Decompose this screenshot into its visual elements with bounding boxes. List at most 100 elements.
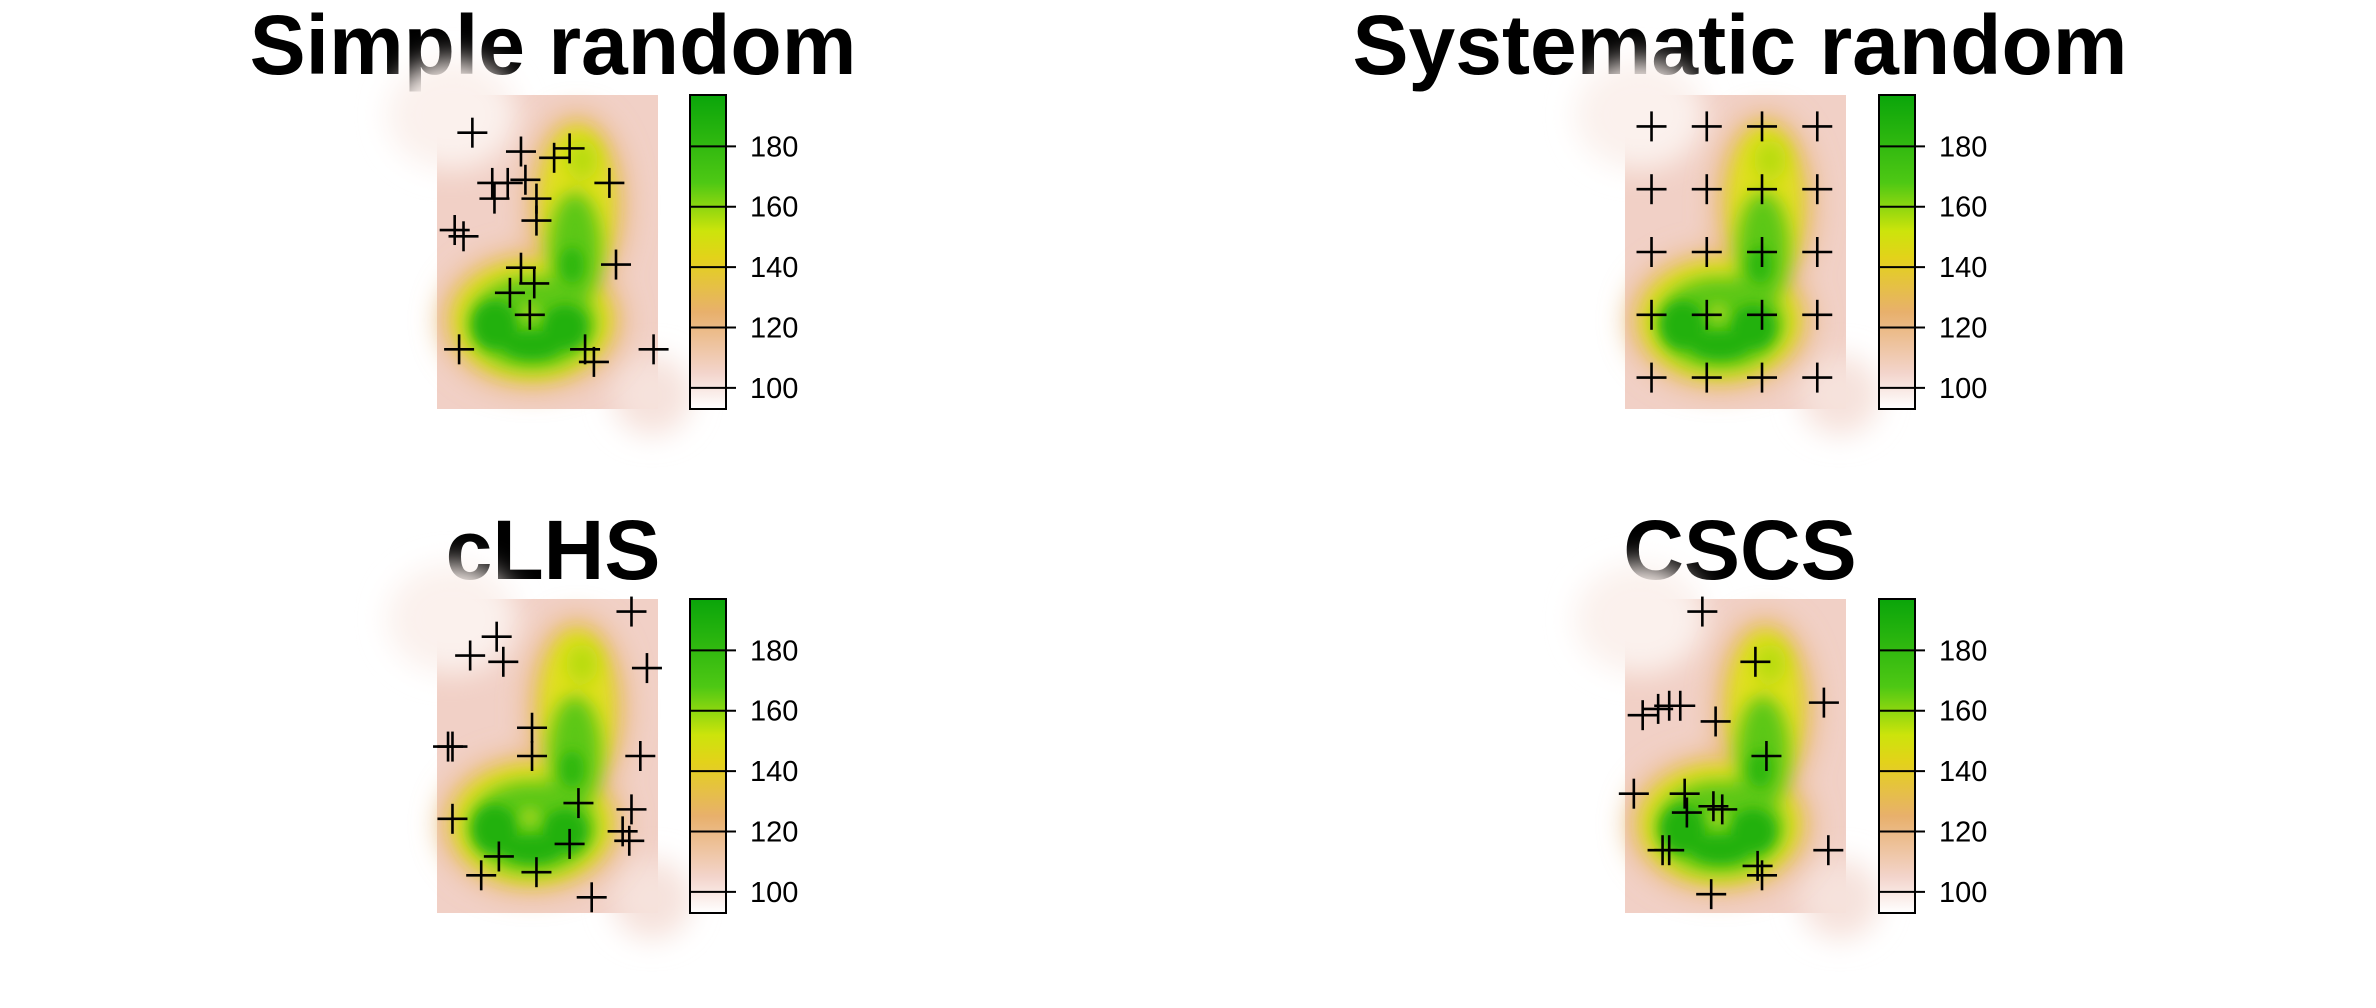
- legend-tick-label: 180: [750, 131, 798, 163]
- raster-map: [1575, 60, 1880, 435]
- sample-point-marker: [594, 167, 625, 198]
- sample-point-marker: [638, 334, 669, 365]
- panel-systematic-random: Systematic random 100 120 140 160 180: [1353, 0, 2128, 435]
- sample-point-marker: [1808, 687, 1839, 718]
- color-legend: 100 120 140 160 180: [689, 598, 798, 914]
- legend-tick-label: 160: [1939, 192, 1987, 224]
- sample-point-marker: [1802, 111, 1833, 142]
- legend-tick-label: 180: [750, 635, 798, 667]
- raster-map: [1575, 564, 1880, 939]
- sample-point-marker: [1700, 706, 1731, 737]
- sample-point-marker: [616, 596, 647, 627]
- legend-tick-label: 120: [1939, 816, 1987, 848]
- sample-point-marker: [521, 205, 552, 236]
- sample-point-marker: [517, 741, 548, 771]
- sample-point-marker: [1691, 237, 1722, 267]
- raster-map: [387, 60, 692, 435]
- sample-point-marker: [1802, 299, 1833, 330]
- sample-point-marker: [616, 794, 647, 825]
- sample-point-marker: [1691, 111, 1722, 142]
- sample-point-marker: [631, 653, 662, 684]
- sample-point-marker: [1636, 174, 1667, 205]
- sample-point-marker: [625, 741, 656, 771]
- sample-point-marker: [1671, 797, 1702, 828]
- sample-point-marker: [439, 215, 470, 246]
- sample-point-marker: [563, 788, 594, 819]
- sample-point-marker: [481, 621, 512, 652]
- sample-point-marker: [519, 268, 550, 299]
- sample-point-marker: [1747, 111, 1778, 142]
- sample-point-marker: [505, 252, 536, 283]
- legend-tick-label: 160: [750, 696, 798, 728]
- sample-points: [433, 596, 662, 913]
- sample-point-marker: [1740, 646, 1771, 677]
- sample-point-marker: [494, 277, 525, 308]
- sample-point-marker: [1636, 237, 1667, 267]
- sample-point-marker: [1747, 362, 1778, 393]
- legend-tick-label: 140: [750, 756, 798, 788]
- sample-point-marker: [1627, 700, 1658, 731]
- legend-tick-label: 100: [750, 373, 798, 405]
- sample-point-marker: [1691, 362, 1722, 393]
- legend-tick-label: 180: [1939, 635, 1987, 667]
- legend-tick-label: 160: [750, 192, 798, 224]
- legend-tick-label: 120: [1939, 312, 1987, 344]
- sample-point-marker: [539, 142, 570, 173]
- legend-tick-label: 100: [1939, 877, 1987, 909]
- sample-point-marker: [554, 828, 585, 859]
- sample-point-marker: [1696, 879, 1727, 910]
- sample-point-marker: [492, 167, 523, 198]
- sample-point-marker: [1636, 111, 1667, 142]
- legend-tick-label: 140: [1939, 252, 1987, 284]
- sample-point-marker: [514, 299, 545, 330]
- legend-tick-label: 120: [750, 312, 798, 344]
- sample-point-marker: [1691, 299, 1722, 330]
- sample-point-marker: [601, 249, 632, 280]
- sample-point-marker: [1802, 174, 1833, 205]
- sample-point-marker: [1687, 596, 1718, 627]
- sample-point-marker: [1654, 835, 1685, 866]
- sample-point-marker: [554, 133, 585, 164]
- sample-point-marker: [1747, 299, 1778, 330]
- sample-point-marker: [1691, 174, 1722, 205]
- sample-point-marker: [1802, 237, 1833, 267]
- sample-point-marker: [444, 334, 475, 365]
- sample-points: [1636, 111, 1833, 393]
- sample-point-marker: [1747, 174, 1778, 205]
- sample-point-marker: [457, 117, 488, 148]
- sample-point-marker: [483, 841, 514, 872]
- sample-point-marker: [1636, 362, 1667, 393]
- legend-tick-label: 140: [750, 252, 798, 284]
- panel-simple-random: Simple random 100 120 140 160 180: [250, 0, 856, 435]
- legend-tick-label: 100: [1939, 373, 1987, 405]
- sample-point-marker: [505, 136, 536, 167]
- sample-point-marker: [455, 640, 486, 671]
- sample-point-marker: [1669, 778, 1700, 809]
- legend-tick-label: 180: [1939, 131, 1987, 163]
- sample-point-marker: [576, 882, 607, 913]
- sample-point-marker: [479, 183, 510, 214]
- sample-point-marker: [1813, 835, 1844, 866]
- sample-point-marker: [1707, 794, 1738, 825]
- legend-tick-label: 100: [750, 877, 798, 909]
- legend-tick-label: 140: [1939, 756, 1987, 788]
- sample-point-marker: [510, 164, 541, 195]
- sample-point-marker: [521, 857, 552, 888]
- sample-point-marker: [1618, 778, 1649, 809]
- sample-point-marker: [614, 825, 645, 856]
- sample-point-marker: [517, 712, 548, 743]
- legend-tick-label: 120: [750, 816, 798, 848]
- raster-map: [387, 564, 692, 939]
- sample-point-marker: [1751, 741, 1782, 771]
- sample-point-marker: [1665, 690, 1696, 721]
- sample-point-marker: [578, 346, 609, 377]
- color-legend: 100 120 140 160 180: [1878, 94, 1987, 410]
- sample-point-marker: [1747, 860, 1778, 891]
- panel-title: Systematic random: [1353, 0, 2128, 92]
- sample-point-marker: [1636, 299, 1667, 330]
- color-legend: 100 120 140 160 180: [1878, 598, 1987, 914]
- sample-point-marker: [1747, 237, 1778, 267]
